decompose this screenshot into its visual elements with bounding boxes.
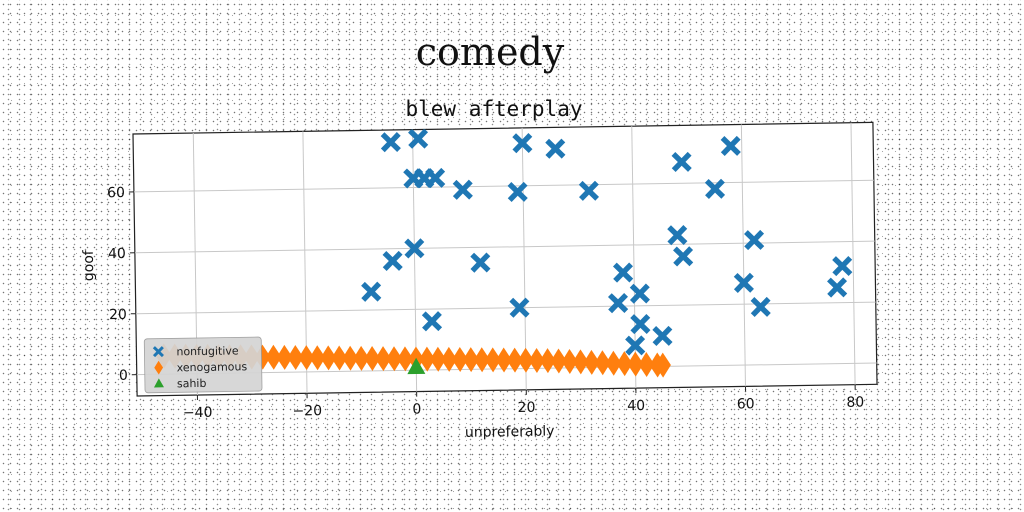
data-point-xenogamous <box>539 348 556 374</box>
data-point-xenogamous <box>506 347 523 373</box>
data-point-nonfugitive <box>652 325 673 347</box>
data-point-xenogamous <box>309 345 326 371</box>
data-point-sahib <box>407 357 426 375</box>
y-tick-label: 60 <box>107 185 125 201</box>
data-point-nonfugitive <box>361 281 382 302</box>
x-axis-label: unpreferably <box>465 423 555 440</box>
legend-marker-sahib <box>153 378 164 388</box>
data-point-nonfugitive <box>607 293 629 314</box>
data-point-nonfugitive <box>408 128 429 149</box>
data-point-nonfugitive <box>667 225 688 246</box>
x-tick-label: 60 <box>737 396 755 412</box>
data-point-xenogamous <box>654 352 671 378</box>
data-point-xenogamous <box>484 347 501 373</box>
data-point-xenogamous <box>441 346 458 372</box>
data-point-xenogamous <box>342 345 359 371</box>
x-grid-line <box>740 124 746 387</box>
x-tick-label: 0 <box>412 402 421 418</box>
data-point-xenogamous <box>627 351 644 377</box>
data-point-nonfugitive <box>452 179 473 200</box>
x-tick-label: 40 <box>627 398 645 414</box>
x-tick-label: 80 <box>846 395 864 411</box>
data-point-xenogamous <box>638 352 655 378</box>
data-point-nonfugitive <box>404 238 425 259</box>
data-point-nonfugitive <box>744 229 765 251</box>
data-point-nonfugitive <box>733 272 754 293</box>
x-grid-line <box>850 122 856 385</box>
data-point-xenogamous <box>605 350 622 376</box>
data-point-xenogamous <box>517 347 534 373</box>
data-point-nonfugitive <box>578 180 600 201</box>
data-point-xenogamous <box>276 344 293 370</box>
chart-title: blew afterplay <box>405 97 582 121</box>
data-point-nonfugitive <box>673 246 694 267</box>
y-tick-label: 0 <box>119 368 128 384</box>
data-point-xenogamous <box>473 347 490 373</box>
data-point-nonfugitive <box>625 335 646 356</box>
data-point-xenogamous <box>430 346 447 372</box>
data-point-xenogamous <box>495 347 512 373</box>
data-point-xenogamous <box>583 349 600 375</box>
x-grid-line <box>521 127 527 390</box>
data-point-nonfugitive <box>629 283 650 304</box>
figure-title: comedy <box>415 30 565 74</box>
y-axis-label: goof <box>81 249 98 281</box>
data-point-xenogamous <box>561 348 578 374</box>
data-point-xenogamous <box>353 345 370 371</box>
data-point-xenogamous <box>287 345 304 371</box>
legend-label: sahib <box>177 377 207 390</box>
data-point-nonfugitive <box>750 296 771 318</box>
data-point-xenogamous <box>462 347 479 373</box>
data-point-xenogamous <box>528 347 545 373</box>
data-point-nonfugitive <box>720 135 741 157</box>
legend: nonfugitive xenogamous sahib <box>143 336 263 394</box>
data-point-nonfugitive <box>512 133 533 154</box>
data-point-xenogamous <box>616 351 633 377</box>
data-point-xenogamous <box>550 348 567 374</box>
data-point-xenogamous <box>375 346 392 372</box>
x-tick-label: −40 <box>183 405 213 421</box>
legend-label: nonfugitive <box>176 344 239 358</box>
y-tick-label: 20 <box>109 307 127 323</box>
data-point-xenogamous <box>320 345 337 371</box>
data-point-nonfugitive <box>671 151 692 173</box>
data-point-nonfugitive <box>509 297 530 318</box>
data-point-nonfugitive <box>612 262 634 283</box>
data-point-nonfugitive <box>704 178 726 199</box>
data-point-xenogamous <box>331 345 348 371</box>
tick-labels: −40 −20 0 20 40 60 80 0 20 40 60 <box>107 185 864 421</box>
x-tick-label: 20 <box>517 400 535 416</box>
legend-marker-nonfugitive <box>152 346 164 358</box>
y-grid-line <box>133 179 874 193</box>
data-point-xenogamous <box>419 346 436 372</box>
data-point-nonfugitive <box>630 313 651 335</box>
legend-box <box>143 336 263 394</box>
data-point-nonfugitive <box>827 277 848 298</box>
data-point-nonfugitive <box>545 138 566 159</box>
data-point-xenogamous <box>397 346 414 372</box>
data-point-nonfugitive <box>507 181 528 203</box>
data-point-xenogamous <box>364 345 381 371</box>
x-tick-label: −20 <box>292 403 322 419</box>
y-tick-label: 40 <box>108 246 126 262</box>
plot-area: −40 −20 0 20 40 60 80 0 20 40 60 unpreferably goof… <box>81 121 878 441</box>
data-point-xenogamous <box>572 349 589 375</box>
data-point-xenogamous <box>386 346 403 372</box>
data-point-xenogamous <box>594 350 611 376</box>
data-point-nonfugitive <box>380 132 401 153</box>
y-grid-line <box>135 301 876 315</box>
data-point-nonfugitive <box>382 250 403 272</box>
data-point-xenogamous <box>298 345 315 371</box>
data-point-nonfugitive <box>470 252 491 273</box>
legend-marker-xenogamous <box>154 360 164 375</box>
data-point-nonfugitive <box>425 167 446 189</box>
axes-frame <box>132 121 878 397</box>
legend-label: xenogamous <box>177 360 248 374</box>
data-point-nonfugitive <box>832 255 853 277</box>
data-point-nonfugitive <box>421 311 443 332</box>
data-point-xenogamous <box>451 347 468 373</box>
data-point-xenogamous <box>265 344 282 370</box>
